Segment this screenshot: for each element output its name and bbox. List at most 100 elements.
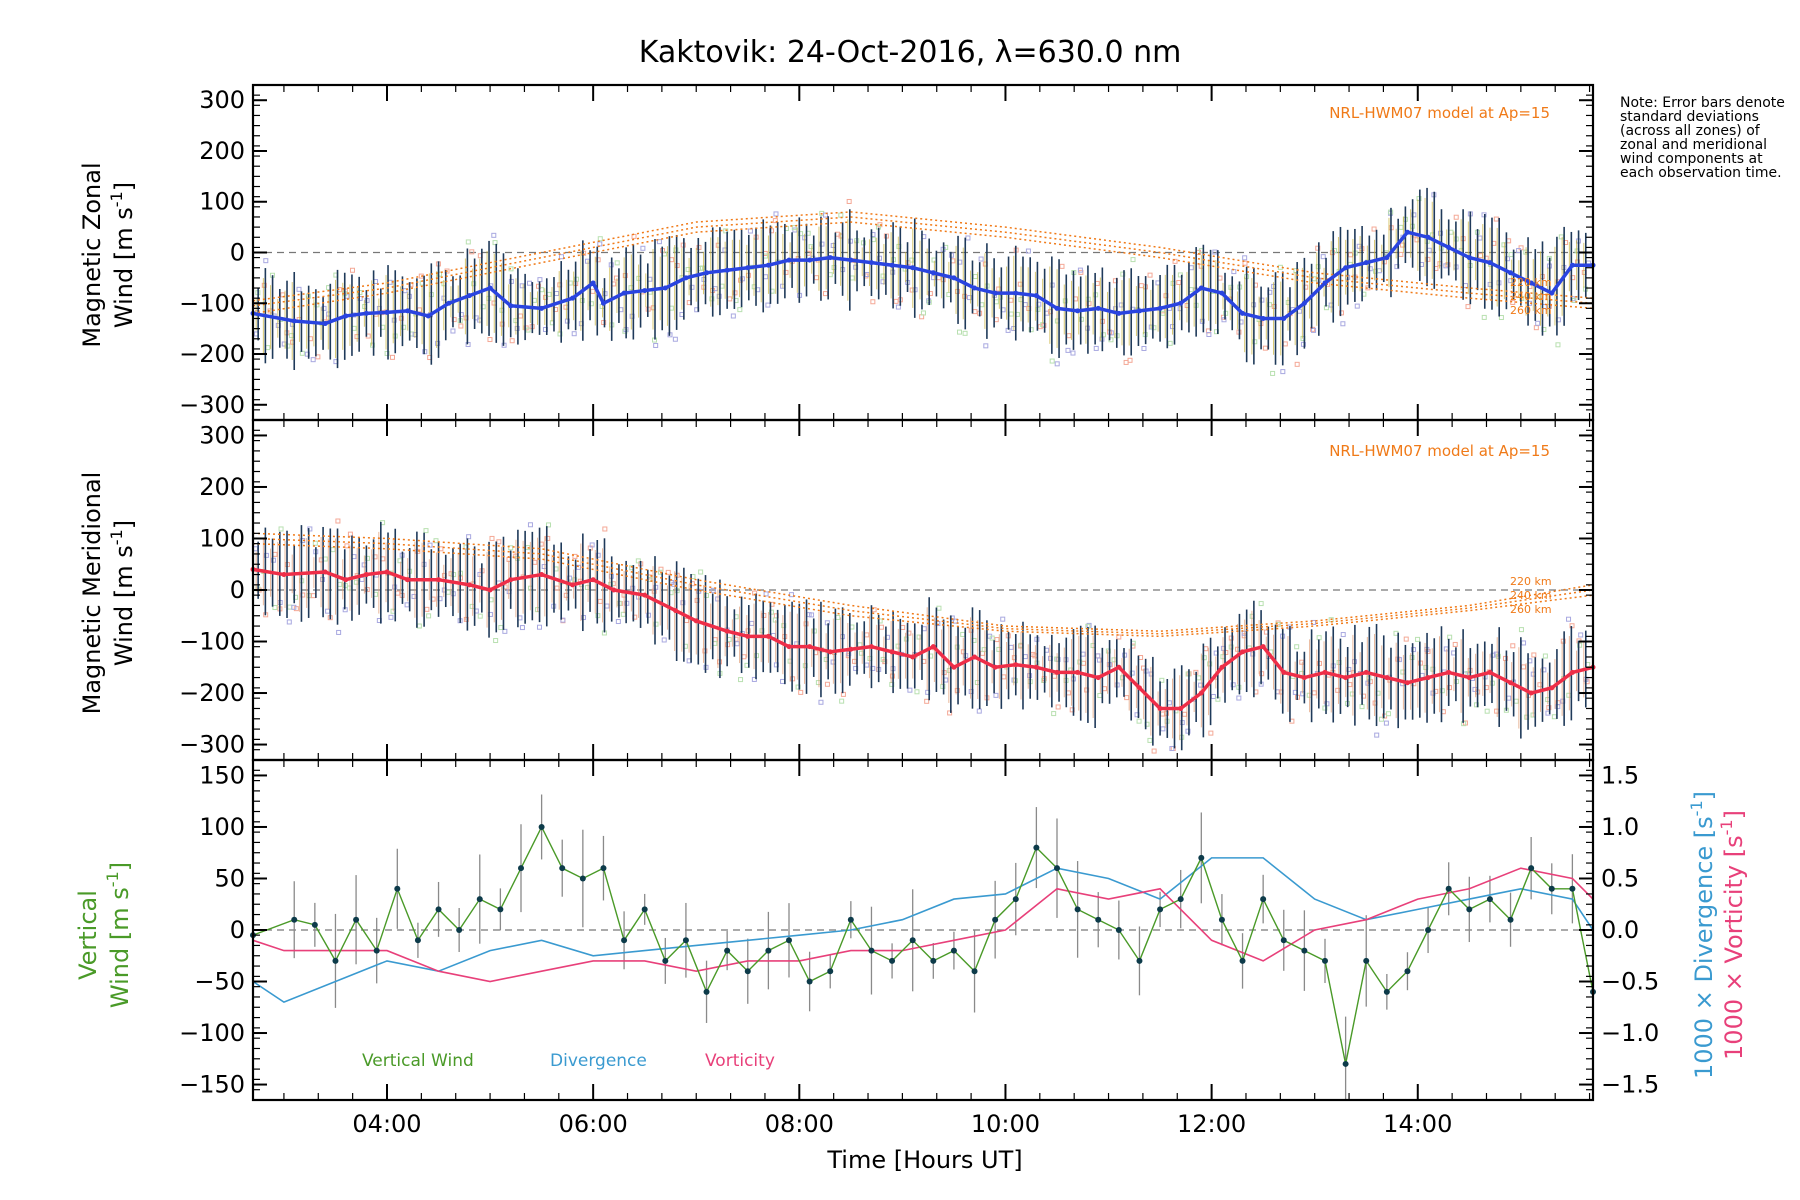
meridional-scatter-point <box>1051 711 1057 717</box>
legend-divergence: Divergence <box>550 1051 647 1071</box>
meridional-scatter-point <box>658 569 664 575</box>
meridional-mean-point <box>1033 664 1039 670</box>
vertical-wind-point <box>518 865 524 872</box>
meridional-mean-point <box>765 633 771 639</box>
zonal-scatter-point <box>956 329 962 335</box>
zonal-scatter-point <box>458 312 464 318</box>
vertical-wind-point <box>1054 865 1060 872</box>
meridional-scatter-point <box>1484 708 1490 714</box>
y2-tick-label: 1.5 <box>1601 761 1639 789</box>
vertical-wind-point <box>1486 896 1493 903</box>
vertical-wind-point <box>1115 927 1122 933</box>
zonal-scatter-point <box>640 245 646 251</box>
meridional-mean-point <box>1116 664 1122 670</box>
vertical-wind-point <box>1095 916 1102 923</box>
meridional-scatter-point <box>286 619 292 625</box>
zonal-scatter-point <box>437 271 443 277</box>
zonal-ytick-label: −300 <box>179 391 245 419</box>
meridional-scatter-point <box>546 522 552 528</box>
meridional-scatter-point <box>1566 616 1572 622</box>
zonal-scatter-point <box>1176 280 1182 286</box>
meridional-scatter-point <box>1105 648 1111 654</box>
error-bar-note: Note: Error bars denote standard deviati… <box>1620 95 1785 181</box>
y2-tick-label: 0.5 <box>1601 864 1639 892</box>
meridional-scatter-point <box>1403 636 1409 642</box>
meridional-mean-point <box>1487 669 1493 675</box>
meridional-scatter-point <box>809 612 815 618</box>
meridional-scatter-point <box>411 593 417 599</box>
zonal-scatter-point <box>978 256 984 262</box>
meridional-ytick-label: −200 <box>179 679 245 707</box>
vertical-wind-point <box>744 968 751 975</box>
zonal-scatter-point <box>597 241 603 247</box>
zonal-scatter-point <box>310 357 316 363</box>
meridional-scatter-point <box>1136 718 1142 724</box>
meridional-mean-point <box>570 582 576 588</box>
meridional-mean-point <box>786 644 792 650</box>
vertical-wind-point <box>909 937 916 944</box>
vertical-wind-point <box>847 916 854 923</box>
vertical-wind-point <box>1218 916 1225 923</box>
meridional-ylabel-close: ] <box>110 520 138 529</box>
meridional-scatter-point <box>1378 716 1384 722</box>
vertical-wind-point <box>868 947 875 954</box>
meridional-y-label: Magnetic Meridional Wind [m s-1] <box>78 472 138 715</box>
vertical-ytick-label: 0 <box>230 916 245 944</box>
vertical-wind-point <box>992 916 999 923</box>
meridional-scatter-point <box>1415 636 1421 642</box>
meridional-scatter-point <box>307 526 313 532</box>
meridional-scatter-point <box>665 569 671 575</box>
zonal-scatter-point <box>296 286 302 292</box>
meridional-scatter-point <box>1228 644 1234 650</box>
meridional-mean-point <box>487 587 493 593</box>
zonal-scatter-point <box>508 266 514 272</box>
zonal-scatter-point <box>791 225 797 231</box>
vertical-wind-point <box>1342 1060 1349 1067</box>
zonal-mean-point <box>1136 308 1142 314</box>
meridional-scatter-point <box>493 638 499 644</box>
zonal-mean-point <box>1075 308 1081 314</box>
meridional-scatter-point <box>768 609 774 615</box>
zonal-ylabel-sup: -1 <box>107 191 126 207</box>
meridional-ylabel-line2: Wind [m s <box>110 545 138 666</box>
zonal-mean-point <box>1301 300 1307 306</box>
zonal-scatter-point <box>1049 358 1055 364</box>
meridional-scatter-point <box>1159 677 1165 683</box>
zonal-scatter-point <box>1555 342 1561 348</box>
zonal-mean-point <box>724 267 730 273</box>
meridional-scatter-point <box>952 618 958 624</box>
vertical-wind-point <box>600 865 607 872</box>
meridional-mean-point <box>1054 669 1060 675</box>
meridional-mean-point <box>910 654 916 660</box>
zonal-mean-point <box>807 257 813 263</box>
meridional-mean-point <box>1281 669 1287 675</box>
zonal-model-annotation: NRL-HWM07 model at Ap=15 <box>1329 104 1550 122</box>
zonal-scatter-point <box>983 343 989 349</box>
zonal-model-label: 240 km <box>1510 290 1552 303</box>
vertical-wind-point <box>621 937 628 944</box>
zonal-scatter-point <box>285 343 291 349</box>
meridional-scatter-point <box>840 691 846 697</box>
meridional-scatter-point <box>846 651 852 657</box>
meridional-ytick-label: −300 <box>179 731 245 759</box>
meridional-ytick-label: 200 <box>199 473 245 501</box>
zonal-mean-point <box>1033 293 1039 299</box>
vertical-wind-point <box>1177 896 1184 903</box>
meridional-scatter-point <box>1086 622 1092 628</box>
meridional-scatter-point <box>589 542 595 548</box>
zonal-ytick-label: 0 <box>230 239 245 267</box>
x-tick-label: 08:00 <box>765 1110 834 1138</box>
zonal-scatter-point <box>536 283 542 289</box>
zonal-scatter-point <box>471 281 477 287</box>
zonal-mean-point <box>1487 260 1493 266</box>
zonal-mean-point <box>1404 229 1410 235</box>
zonal-model-label: 260 km <box>1510 304 1552 317</box>
meridional-panel: 300 200 100 0 −100 −200 −300 NRL-HWM07 model a… <box>78 418 1596 762</box>
legend-vorticity: Vorticity <box>705 1051 775 1071</box>
meridional-scatter-point <box>989 635 995 641</box>
svg-text:1000 × Vorticity [s-1]: 1000 × Vorticity [s-1] <box>1717 810 1748 1060</box>
zonal-scatter-point <box>1065 347 1071 353</box>
meridional-mean-point <box>1136 685 1142 691</box>
meridional-mean-point <box>1157 705 1163 711</box>
vorticity-y-label: 1000 × Vorticity [s-1] <box>1717 810 1748 1060</box>
